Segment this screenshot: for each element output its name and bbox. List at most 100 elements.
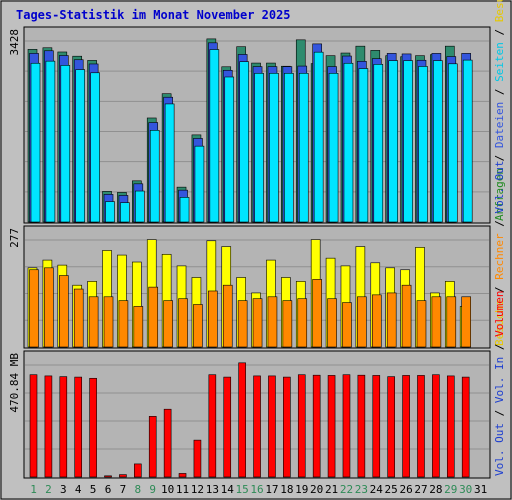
bar-seiten-day-11 <box>179 197 190 223</box>
day-label-24: 24 <box>370 483 384 496</box>
legend-part: Vol. Out <box>493 423 506 476</box>
day-label-8: 8 <box>135 483 142 496</box>
bar-seiten-day-30 <box>462 59 473 223</box>
panel-top-ymax-label: 3428 <box>8 29 21 56</box>
bar-seiten-day-21 <box>328 72 339 223</box>
bar-seiten-day-8 <box>135 190 145 223</box>
bar-rechner-day-10 <box>163 300 173 348</box>
bar-seiten-day-17 <box>269 72 279 223</box>
bar-seiten-day-2 <box>45 60 56 223</box>
bar-rechner-day-5 <box>88 296 99 348</box>
bar-rechner-day-8 <box>133 306 144 348</box>
bar-rechner-day-4 <box>73 288 84 348</box>
bar-rechner-day-27 <box>416 300 427 348</box>
bar-volume-day-16 <box>253 375 261 478</box>
legend-part: Volumen <box>493 291 506 337</box>
bar-volume-day-15 <box>238 362 246 478</box>
day-label-11: 11 <box>176 483 189 496</box>
panel-middle-ymax-label: 277 <box>8 228 21 248</box>
day-label-26: 26 <box>399 483 412 496</box>
day-label-28: 28 <box>429 483 442 496</box>
day-label-5: 5 <box>90 483 97 496</box>
bar-volume-day-14 <box>223 376 232 478</box>
bar-volume-day-21 <box>327 375 336 478</box>
legend-part: Rechner <box>493 233 506 280</box>
day-label-19: 19 <box>295 483 308 496</box>
legend-part: Besuche <box>493 0 506 22</box>
day-label-13: 13 <box>206 483 219 496</box>
bar-volume-day-24 <box>372 375 381 478</box>
bar-rechner-day-9 <box>148 286 159 348</box>
bar-volume-day-19 <box>297 374 306 478</box>
day-label-1: 1 <box>30 483 37 496</box>
bar-seiten-day-10 <box>164 103 175 223</box>
bar-rechner-day-19 <box>297 298 308 348</box>
bar-volume-day-29 <box>446 375 455 478</box>
bar-seiten-day-15 <box>239 61 249 223</box>
bar-volume-day-1 <box>29 374 38 478</box>
day-label-16: 16 <box>250 483 263 496</box>
day-label-2: 2 <box>45 483 52 496</box>
bar-seiten-day-6 <box>105 201 115 223</box>
legend-part: / <box>493 403 506 423</box>
day-label-29: 29 <box>444 483 457 496</box>
bar-rechner-day-18 <box>282 300 293 348</box>
panel-bottom-ymax-label: 470.84 MB <box>8 353 21 413</box>
bar-seiten-day-1 <box>30 62 41 223</box>
bar-volume-day-18 <box>283 376 291 478</box>
bar-seiten-day-19 <box>298 72 309 223</box>
day-label-25: 25 <box>385 483 398 496</box>
legend-part: / <box>493 22 506 42</box>
bar-volume-day-22 <box>342 374 351 478</box>
bar-seiten-day-12 <box>194 145 205 223</box>
legend-part: Besuche <box>493 300 506 346</box>
bar-seiten-day-7 <box>120 202 130 223</box>
bar-rechner-day-17 <box>267 296 278 348</box>
day-label-4: 4 <box>75 483 82 496</box>
legend-part: Anfragen <box>493 168 506 221</box>
bar-volume-day-20 <box>312 374 321 478</box>
bar-volume-day-4 <box>74 376 83 478</box>
bar-rechner-day-14 <box>222 284 233 348</box>
bar-seiten-day-25 <box>388 60 398 223</box>
legend-part: Vol. In <box>493 357 506 403</box>
bar-rechner-day-7 <box>118 300 129 348</box>
day-label-27: 27 <box>414 483 427 496</box>
bar-seiten-day-4 <box>75 69 86 223</box>
panel-middle-series-legend: Besuche / Rechner / Vol. Out <box>493 161 506 346</box>
legend-part: / <box>493 148 506 168</box>
day-label-6: 6 <box>105 483 112 496</box>
bar-volume-day-6 <box>104 475 112 478</box>
day-label-12: 12 <box>191 483 204 496</box>
day-label-31: 31 <box>474 483 487 496</box>
legend-part: Vol. Out <box>493 161 506 214</box>
bar-rechner-day-23 <box>357 296 367 348</box>
day-label-18: 18 <box>280 483 293 496</box>
bar-volume-day-5 <box>89 377 97 478</box>
day-label-23: 23 <box>355 483 368 496</box>
panel-top-series-legend: Anfragen / Dateien / Seiten / Besuche <box>493 0 506 221</box>
day-label-7: 7 <box>120 483 127 496</box>
bar-volume-day-23 <box>357 374 366 478</box>
bar-rechner-day-11 <box>178 298 188 348</box>
bar-volume-day-11 <box>178 473 187 478</box>
bar-rechner-day-29 <box>446 296 457 348</box>
day-label-17: 17 <box>265 483 278 496</box>
bar-volume-day-7 <box>119 474 127 478</box>
bar-seiten-day-24 <box>373 64 384 223</box>
bar-seiten-day-3 <box>60 65 71 223</box>
legend-part: Dateien <box>493 102 506 148</box>
day-label-21: 21 <box>325 483 338 496</box>
bar-volume-day-17 <box>268 375 276 478</box>
bar-volume-day-2 <box>44 375 53 478</box>
legend-part: / <box>493 214 506 234</box>
bar-rechner-day-3 <box>59 275 69 348</box>
day-label-10: 10 <box>161 483 174 496</box>
bar-seiten-day-27 <box>418 66 428 223</box>
bar-rechner-day-24 <box>371 294 382 348</box>
bar-seiten-day-20 <box>313 51 324 223</box>
panel-bottom-series-legend: Vol. Out / Vol. In / Volumen <box>493 291 506 476</box>
bar-volume-day-8 <box>134 463 142 478</box>
day-label-14: 14 <box>221 483 235 496</box>
bar-rechner-day-30 <box>461 296 471 348</box>
